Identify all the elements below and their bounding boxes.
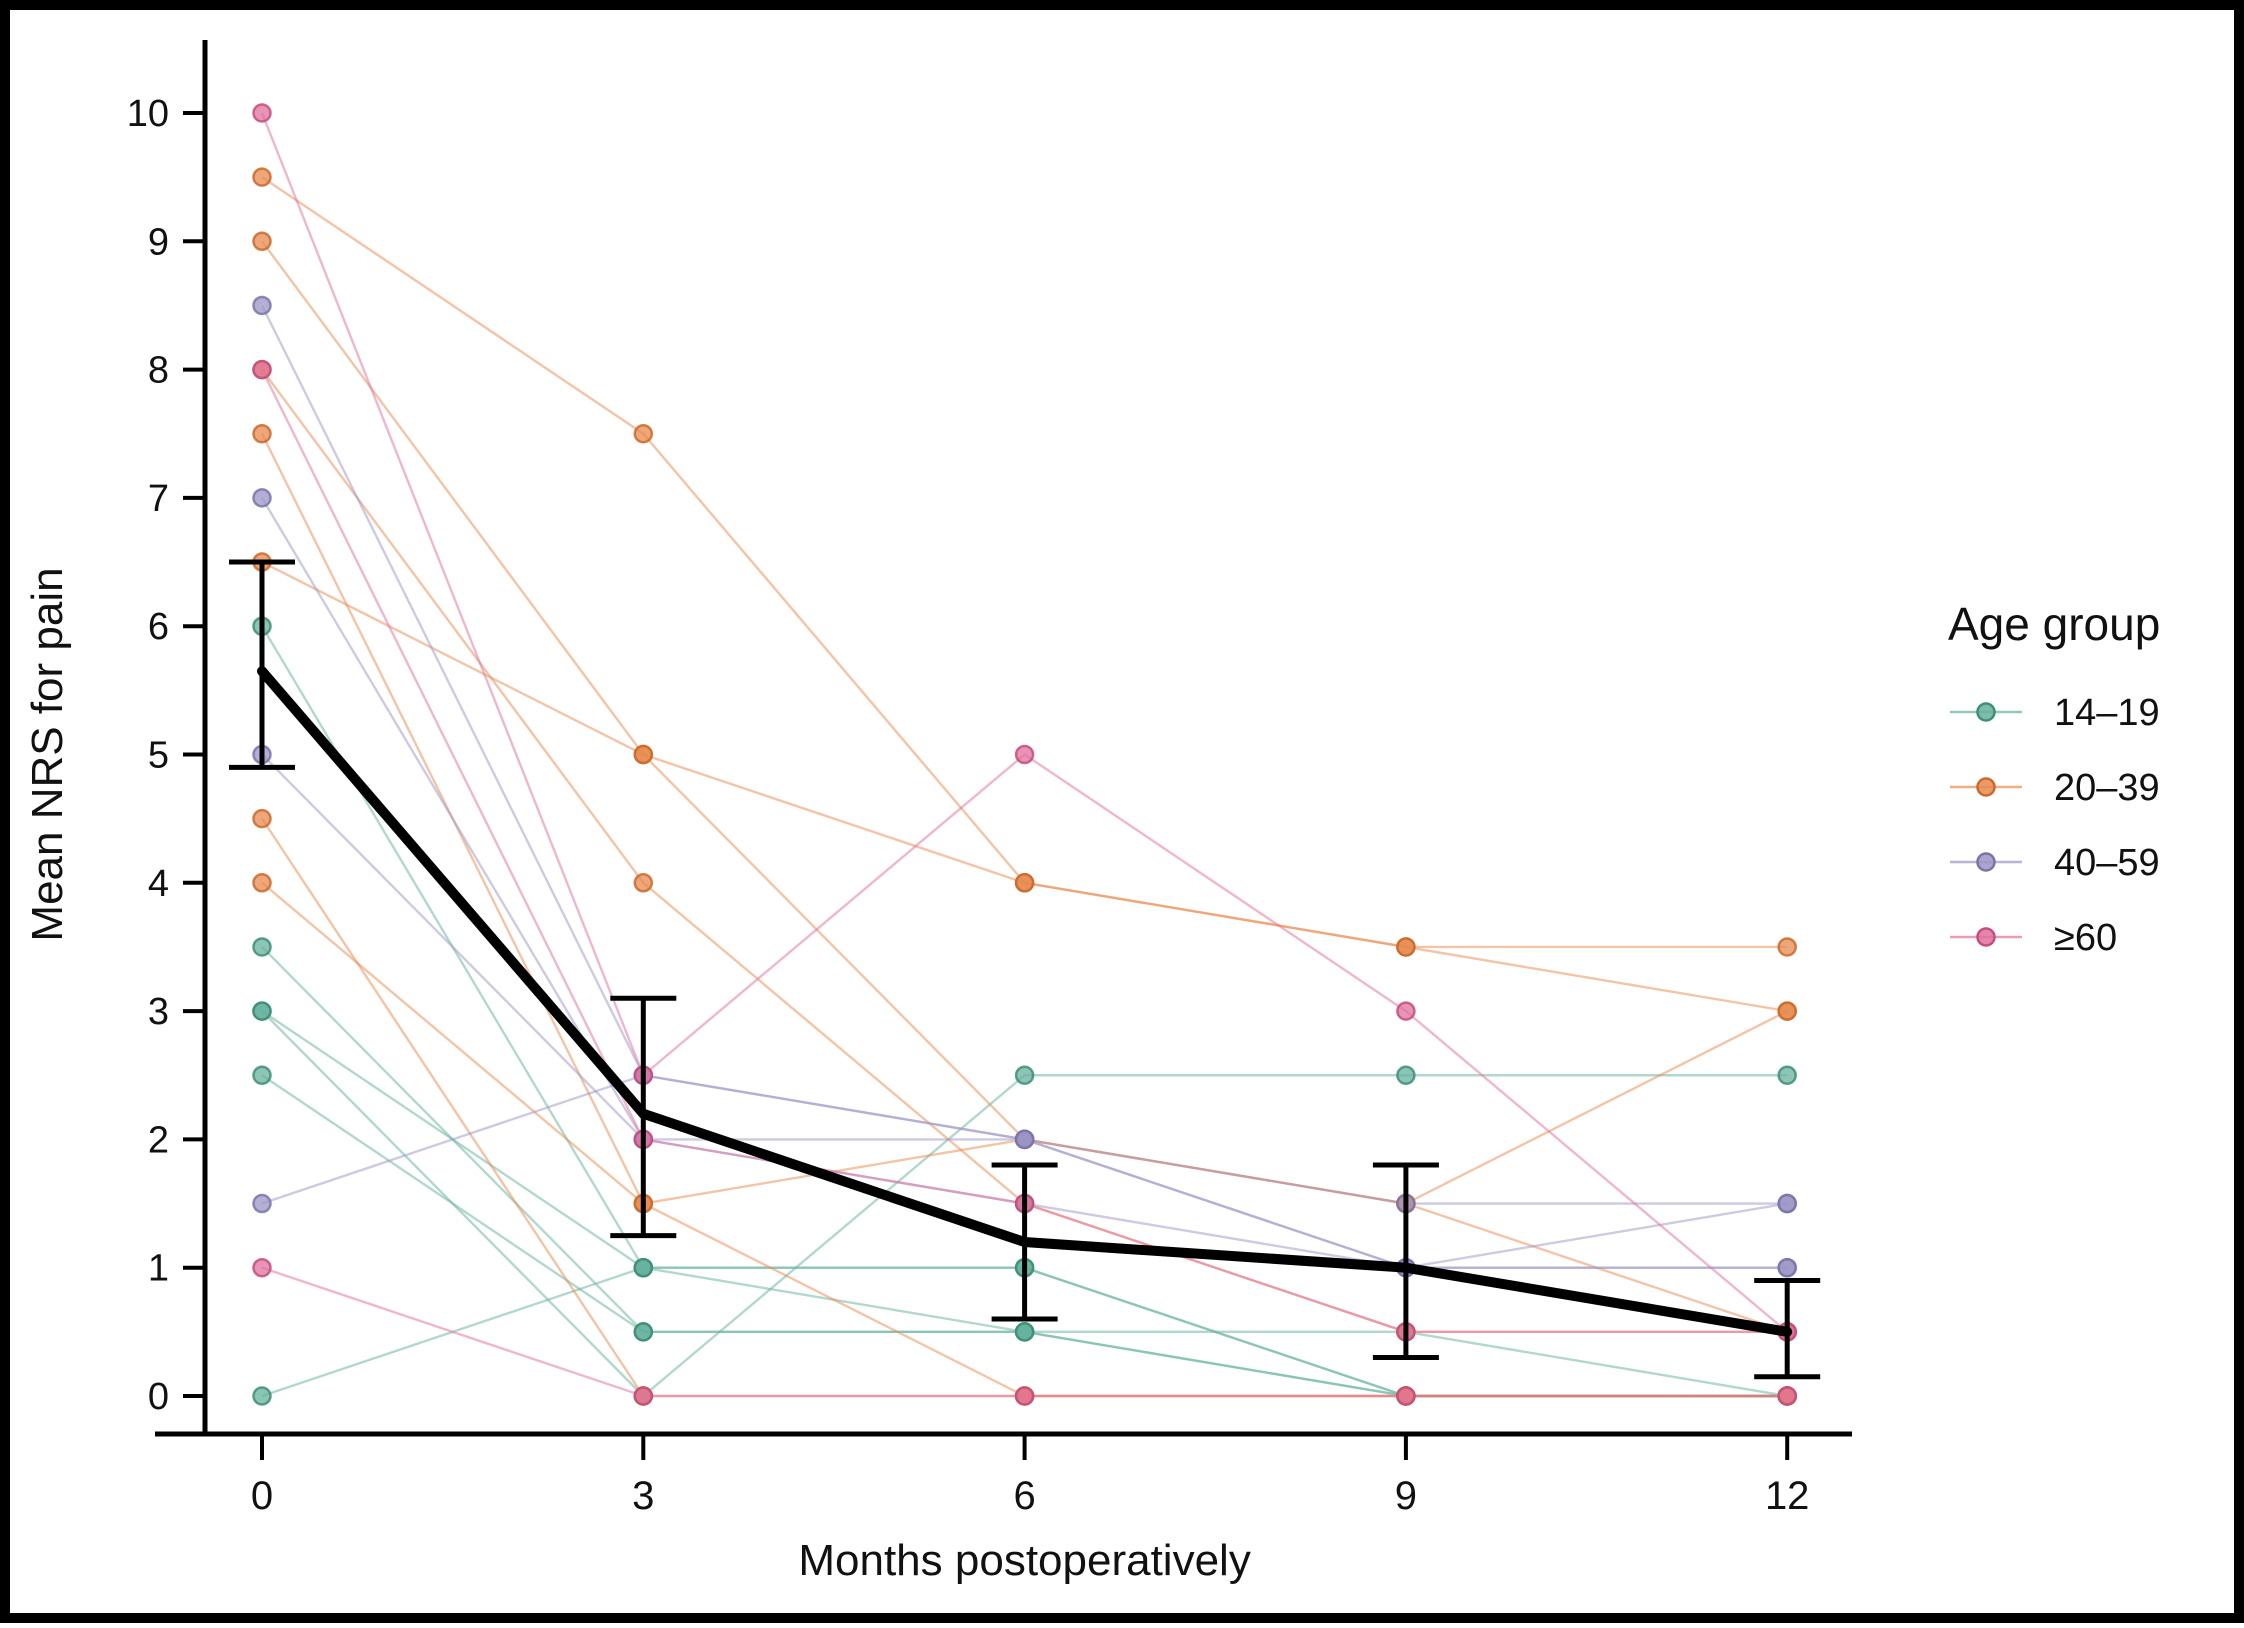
- y-tick-label: 2: [148, 1119, 169, 1161]
- x-tick-label: 0: [251, 1474, 273, 1518]
- y-tick-label: 3: [148, 991, 169, 1033]
- y-axis-title: Mean NRS for pain: [23, 567, 72, 941]
- patient-point: [252, 295, 272, 316]
- patient-point: [1014, 1129, 1035, 1150]
- patient-point: [252, 1001, 272, 1021]
- patient-point: [1396, 1386, 1416, 1406]
- legend-item-label: 20–39: [2054, 767, 2160, 809]
- x-tick-label: 9: [1395, 1474, 1417, 1518]
- patient-point: [633, 424, 654, 444]
- patient-point: [1777, 1193, 1797, 1214]
- patient-line: [261, 240, 1788, 1205]
- patient-point: [252, 808, 272, 829]
- y-tick-label: 10: [127, 93, 169, 135]
- legend-title: Age group: [1948, 598, 2160, 650]
- legend-key-point: [1976, 702, 1996, 722]
- x-tick-label: 12: [1765, 1474, 1810, 1518]
- y-tick-label: 4: [148, 863, 169, 905]
- patient-point: [1014, 1386, 1035, 1406]
- legend-item-label: ≥60: [2054, 917, 2117, 959]
- legend-item-label: 14–19: [2054, 692, 2160, 734]
- patient-point: [1777, 1065, 1797, 1085]
- patient-point: [633, 873, 654, 893]
- patient-point: [1014, 744, 1035, 765]
- patient-point: [252, 167, 272, 187]
- patient-point: [252, 1257, 272, 1278]
- patient-point: [252, 424, 272, 444]
- x-tick-label: 6: [1013, 1474, 1035, 1518]
- patient-point: [252, 1386, 272, 1406]
- y-tick-label: 8: [148, 350, 169, 392]
- patient-point: [1777, 1001, 1797, 1021]
- patient-point: [1014, 1065, 1035, 1085]
- legend-key-point: [1976, 927, 1996, 947]
- y-tick-label: 7: [148, 478, 169, 520]
- y-tick-label: 5: [148, 735, 169, 777]
- y-tick-label: 0: [148, 1376, 169, 1418]
- y-tick-label: 6: [148, 606, 169, 648]
- legend-key-point: [1976, 777, 1996, 797]
- patient-point: [633, 744, 654, 765]
- patient-point: [252, 488, 272, 508]
- patient-point: [1777, 937, 1797, 957]
- patient-point: [252, 231, 272, 252]
- y-tick-label: 9: [148, 221, 169, 263]
- patient-point: [1777, 1257, 1797, 1278]
- patient-point: [633, 1257, 654, 1278]
- patient-point: [1396, 1001, 1416, 1021]
- patient-point: [1014, 873, 1035, 893]
- patient-point: [1014, 1322, 1035, 1342]
- patient-point: [252, 103, 272, 123]
- patient-point: [1396, 937, 1416, 957]
- patient-point: [633, 1386, 654, 1406]
- patient-point: [252, 359, 272, 380]
- patient-point: [633, 1322, 654, 1342]
- patient-point: [252, 873, 272, 893]
- patient-point: [252, 937, 272, 957]
- patient-point: [1777, 1386, 1797, 1406]
- patient-point: [252, 1065, 272, 1085]
- x-tick-label: 3: [632, 1474, 654, 1518]
- x-axis-title: Months postoperatively: [798, 1536, 1250, 1585]
- legend-key-point: [1976, 852, 1996, 872]
- patient-point: [1396, 1065, 1416, 1085]
- patient-point: [252, 1193, 272, 1214]
- y-tick-label: 1: [148, 1248, 169, 1290]
- legend-item-label: 40–59: [2054, 842, 2160, 884]
